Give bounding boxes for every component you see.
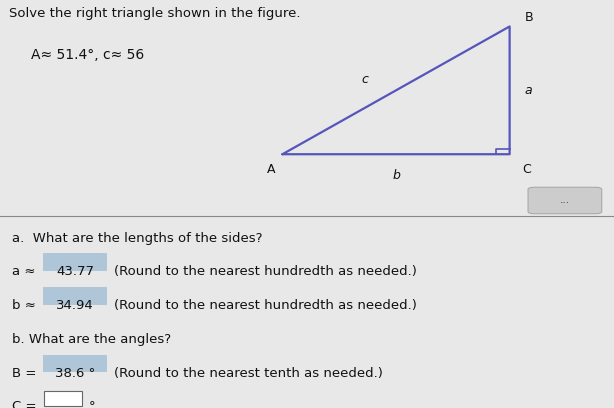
Text: C: C [522,163,530,176]
Text: (Round to the nearest hundredth as needed.): (Round to the nearest hundredth as neede… [114,299,416,312]
Text: B =: B = [12,367,41,380]
Text: 43.77: 43.77 [56,265,94,278]
Text: (Round to the nearest tenth as needed.): (Round to the nearest tenth as needed.) [114,367,383,380]
Text: 34.94: 34.94 [56,299,94,312]
Text: C =: C = [12,401,41,408]
Text: ...: ... [560,195,570,206]
Text: b ≈: b ≈ [12,299,36,312]
Text: c: c [362,73,368,86]
Text: A≈ 51.4°, c≈ 56: A≈ 51.4°, c≈ 56 [31,49,144,62]
FancyBboxPatch shape [43,287,107,305]
FancyBboxPatch shape [44,390,82,406]
Text: B: B [525,11,534,24]
Text: a ≈: a ≈ [12,265,36,278]
FancyBboxPatch shape [43,355,107,373]
Text: 38.6 °: 38.6 ° [55,367,95,380]
Text: b: b [392,169,400,182]
Text: b. What are the angles?: b. What are the angles? [12,333,171,346]
Text: (Round to the nearest hundredth as needed.): (Round to the nearest hundredth as neede… [114,265,416,278]
FancyBboxPatch shape [528,187,602,214]
Text: A: A [267,163,276,176]
Text: a: a [525,84,532,97]
Text: °: ° [89,401,96,408]
Text: Solve the right triangle shown in the figure.: Solve the right triangle shown in the fi… [9,7,301,20]
FancyBboxPatch shape [43,253,107,271]
Text: a.  What are the lengths of the sides?: a. What are the lengths of the sides? [12,232,263,244]
